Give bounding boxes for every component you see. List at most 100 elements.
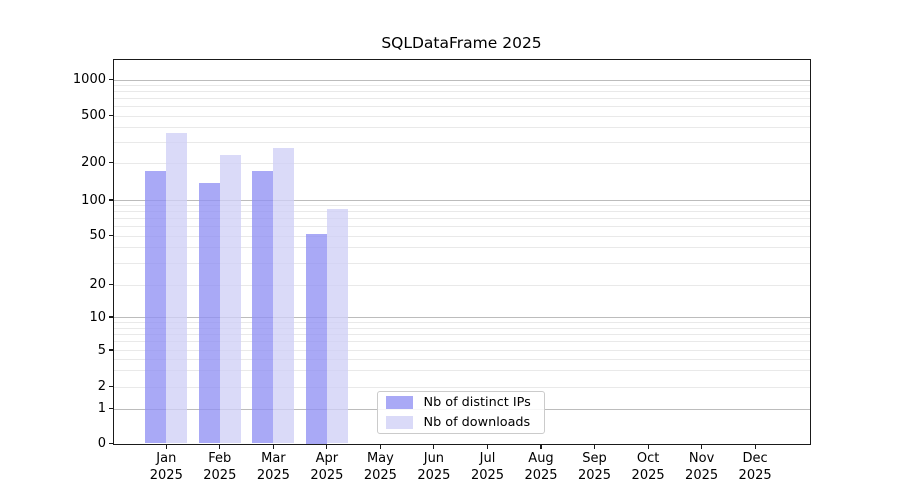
gridline-minor: [113, 327, 810, 329]
y-tick-mark: [108, 199, 113, 201]
x-tick-label-month: Feb: [208, 451, 232, 466]
x-tick-label-year: 2025: [363, 467, 397, 483]
x-tick-label: Oct 2025: [612, 451, 684, 484]
y-tick-label: 1000: [72, 72, 106, 87]
x-tick-mark: [165, 444, 167, 449]
bar-distinct-ips-feb: [198, 183, 220, 444]
x-tick-label-month: Apr: [315, 451, 339, 466]
gridline-minor: [113, 235, 810, 237]
gridline-minor: [113, 334, 810, 335]
x-tick-label-month: Jan: [156, 451, 177, 466]
x-tick-label-year: 2025: [417, 467, 451, 483]
y-tick-label: 10: [89, 309, 106, 325]
x-tick-label-year: 2025: [149, 467, 183, 483]
x-tick-label: Jan 2025: [130, 451, 202, 484]
x-tick-mark: [272, 444, 274, 449]
gridline-minor: [113, 126, 810, 128]
x-tick-label-month: Oct: [636, 451, 660, 466]
x-tick-mark: [540, 444, 542, 449]
x-tick-mark: [593, 444, 596, 449]
gridline-minor: [113, 247, 810, 249]
bar-downloads-mar: [273, 147, 295, 444]
x-tick-label-year: 2025: [577, 467, 612, 483]
bar-downloads-apr: [326, 208, 348, 444]
y-tick-mark: [108, 349, 113, 351]
gridline-major: [113, 200, 810, 201]
x-tick-mark: [326, 444, 328, 449]
gridline-minor: [113, 98, 810, 99]
gridline-minor: [113, 85, 810, 86]
y-tick-label: 0: [97, 436, 106, 451]
y-tick-label: 20: [89, 277, 106, 292]
plot-area: [113, 59, 810, 444]
y-tick-mark: [108, 234, 113, 237]
x-tick-label: Nov 2025: [666, 451, 738, 484]
x-tick-mark: [754, 444, 756, 449]
x-tick-label: Mar 2025: [237, 451, 309, 484]
x-tick-label: Apr 2025: [291, 451, 363, 484]
x-tick-label: Aug 2025: [505, 451, 577, 484]
gridline-minor: [113, 218, 810, 220]
x-tick-label: Feb 2025: [184, 451, 256, 484]
gridline-minor: [113, 370, 810, 372]
chart-title: SQLDataFrame 2025: [381, 34, 542, 52]
y-tick-mark: [108, 316, 113, 318]
legend: Nb of distinct IPs Nb of downloads: [376, 390, 545, 434]
x-tick-label-month: Sep: [582, 451, 607, 466]
gridline-minor: [113, 322, 810, 323]
gridline-minor: [113, 211, 810, 213]
x-tick-label: Dec 2025: [719, 451, 791, 484]
legend-item-downloads: Nb of downloads: [385, 414, 536, 431]
x-tick-label-month: Jun: [423, 451, 445, 466]
x-tick-label-year: 2025: [256, 467, 290, 483]
x-tick-mark: [701, 444, 703, 449]
bar-distinct-ips-jan: [145, 171, 167, 444]
x-tick-label-year: 2025: [738, 467, 772, 483]
gridline-major: [113, 79, 810, 81]
y-tick-mark: [108, 385, 113, 388]
gridline-minor: [113, 205, 810, 207]
gridline-minor: [113, 226, 810, 228]
legend-label-downloads: Nb of downloads: [423, 414, 531, 430]
legend-swatch-distinct-ips: [385, 395, 413, 409]
y-tick-mark: [108, 442, 113, 445]
bar-distinct-ips-mar: [252, 170, 274, 444]
y-tick-label: 2: [97, 379, 106, 394]
gridline-minor: [113, 91, 810, 93]
bar-distinct-ips-apr: [305, 233, 327, 444]
gridline-major: [113, 317, 810, 318]
x-tick-label-year: 2025: [631, 467, 665, 483]
gridline-minor: [113, 386, 810, 388]
gridline-minor: [113, 284, 810, 286]
y-tick-mark: [108, 407, 113, 410]
x-tick-label: Jul 2025: [452, 451, 524, 484]
x-tick-mark: [219, 444, 221, 449]
x-tick-mark: [379, 444, 381, 449]
y-tick-mark: [108, 283, 113, 286]
gridline-minor: [113, 115, 810, 117]
x-tick-label-month: Nov: [688, 451, 715, 466]
gridline-minor: [113, 358, 810, 360]
x-tick-mark: [647, 444, 649, 449]
y-tick-label: 100: [81, 192, 106, 208]
y-tick-label: 5: [97, 342, 106, 358]
x-tick-label-year: 2025: [524, 467, 558, 483]
x-tick-mark: [433, 444, 435, 449]
x-tick-label: May 2025: [344, 451, 416, 484]
y-tick-label: 200: [81, 155, 106, 170]
legend-swatch-downloads: [385, 415, 413, 429]
y-tick-mark: [108, 114, 113, 117]
gridline-minor: [113, 341, 810, 343]
gridline-minor: [113, 141, 810, 143]
legend-label-distinct-ips: Nb of distinct IPs: [423, 394, 531, 410]
x-tick-label-month: May: [366, 451, 394, 466]
bar-downloads-feb: [219, 155, 241, 444]
gridline-minor: [113, 106, 810, 107]
x-tick-label-month: Mar: [261, 451, 286, 466]
x-tick-label: Sep 2025: [559, 451, 631, 484]
gridline-minor: [113, 350, 810, 351]
x-tick-label-year: 2025: [470, 467, 505, 483]
y-tick-mark: [108, 78, 113, 81]
y-tick-label: 1: [97, 401, 106, 416]
